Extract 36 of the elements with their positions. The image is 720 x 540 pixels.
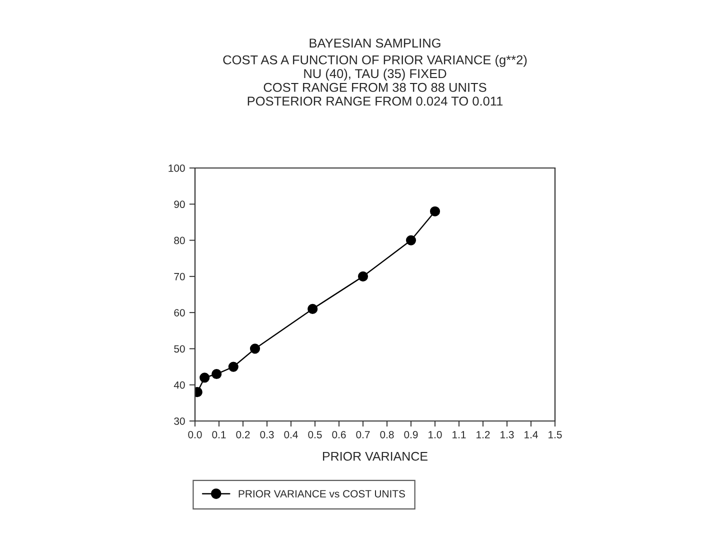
- x-tick-label: 1.4: [524, 431, 538, 438]
- x-tick-label: 0.3: [260, 430, 274, 438]
- chart-subtitle: COST AS A FUNCTION OF PRIOR VARIANCE (g**2) NU (40), TAU (35) FIXED COST RANGE FROM 38 TO 88 UNITS POSTERIOR RANGE FROM 0.024 TO 0.011: [223, 55, 527, 106]
- x-tick-label: 0.0: [188, 430, 202, 438]
- y-tick-label: 30: [174, 418, 185, 425]
- point: [430, 206, 440, 216]
- x-tick-label: 0.1: [212, 430, 226, 438]
- x-tick-label: 1.2: [476, 430, 490, 438]
- x-tick-label: 0.9: [404, 430, 418, 438]
- x-axis-title: PRIOR VARIANCE: [323, 452, 428, 461]
- chart-title: BAYESIAN SAMPLING: [310, 38, 440, 48]
- point: [308, 304, 318, 314]
- point: [212, 368, 222, 380]
- x-tick-label: 1.1: [452, 431, 466, 438]
- y-tick-label: 90: [174, 200, 185, 208]
- point: [200, 372, 210, 383]
- y-tick-label: 40: [174, 381, 185, 389]
- x-tick-label: 1.0: [428, 430, 442, 438]
- x-tick-label: 0.7: [356, 430, 370, 438]
- y-tick-label: 60: [174, 309, 185, 316]
- point: [228, 362, 238, 372]
- x-tick-label: 0.8: [380, 430, 394, 438]
- x-tick-label: 1.5: [548, 431, 562, 438]
- point: [358, 271, 368, 282]
- x-tick-label: 0.2: [236, 430, 250, 438]
- y-tick-label: 100: [168, 164, 185, 172]
- x-tick-label: 0.5: [308, 430, 322, 438]
- y-tick-label: 80: [174, 236, 185, 244]
- x-tick-label: 0.4: [284, 430, 298, 438]
- point: [406, 235, 416, 246]
- x-tick-label: 1.3: [500, 430, 514, 438]
- y-tick-label: 70: [174, 272, 185, 280]
- y-tick-label: 50: [174, 345, 185, 353]
- x-tick-label: 0.6: [332, 430, 346, 438]
- point: [250, 344, 260, 354]
- legend-label: PRIOR VARIANCE vs COST UNITS: [238, 490, 405, 498]
